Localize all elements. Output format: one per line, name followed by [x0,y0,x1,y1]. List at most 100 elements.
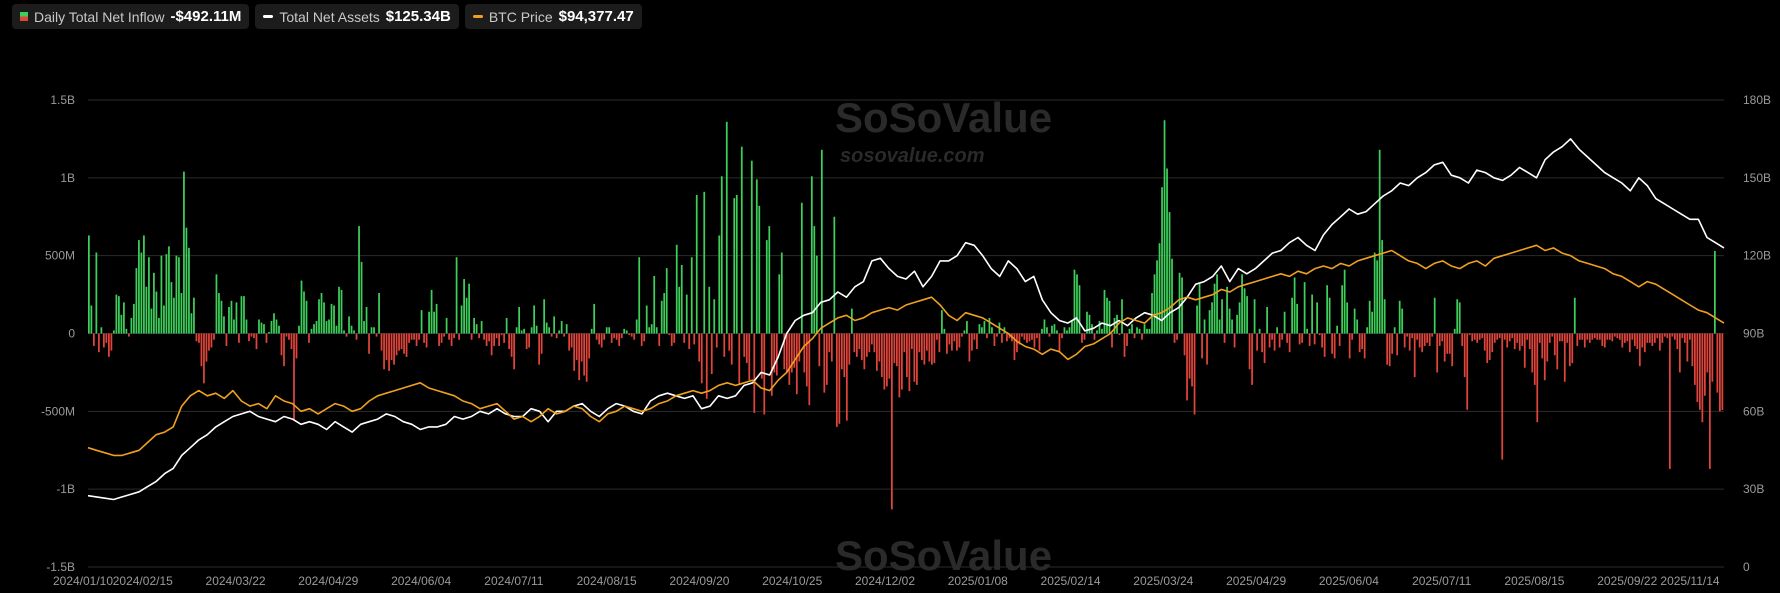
inflow-bar [1638,333,1641,367]
inflow-bar [515,327,518,334]
inflow-bar [1281,333,1283,340]
inflow-bar [103,333,105,348]
inflow-bar [923,333,926,365]
inflow-bar [533,305,536,334]
inflow-bar [1381,240,1384,334]
inflow-bar [698,333,701,362]
inflow-bar [375,333,378,337]
inflow-bar [663,293,666,334]
inflow-bar [780,252,783,334]
inflow-bar [593,303,596,334]
inflow-bar [843,333,846,378]
inflow-bar [153,272,155,334]
inflow-bar [1533,333,1536,385]
inflow-bar [1563,333,1566,382]
inflow-bar [1133,333,1136,339]
total-net-assets-line [87,138,1725,501]
inflow-bar [1376,260,1379,334]
inflow-bar [1251,333,1253,385]
inflow-bar [1078,285,1081,334]
inflow-bar [600,333,603,348]
inflow-bar [885,333,888,387]
inflow-bar [1143,324,1146,334]
x-tick-label: 2025/03/24 [1133,574,1193,588]
inflow-bar [1573,297,1576,334]
inflow-bar [1108,300,1111,334]
legend-assets[interactable]: Total Net Assets $125.34B [255,4,459,29]
inflow-bar [1313,333,1316,345]
inflow-bar [368,333,370,354]
inflow-bar [173,297,175,334]
inflow-bar [643,333,646,342]
inflow-bar [658,333,661,346]
legend-inflow[interactable]: Daily Total Net Inflow -$492.11M [12,4,250,29]
inflow-bar [755,179,758,334]
inflow-bar [95,252,98,334]
inflow-bar [1098,321,1101,334]
inflow-bar [218,293,220,334]
inflow-bar [133,303,135,334]
inflow-bar [258,319,260,334]
inflow-bar [1021,333,1023,337]
inflow-bar [1288,333,1291,353]
inflow-bar [328,319,330,334]
inflow-bar [1603,333,1606,348]
inflow-bar [288,333,290,340]
inflow-bar [305,300,308,334]
inflow-bar [890,333,893,510]
inflow-bar [685,294,688,334]
inflow-bar [180,293,183,334]
inflow-bar [583,333,586,376]
inflow-bar [1408,333,1411,351]
inflow-bar [645,305,648,334]
inflow-bar [505,317,508,334]
inflow-bar [135,268,138,334]
inflow-bar [1391,333,1394,354]
legend-btc-value: $94,377.47 [558,8,634,25]
inflow-bar [403,333,405,354]
inflow-bar [443,333,445,337]
inflow-bar [425,333,428,348]
legend-btc[interactable]: BTC Price $94,377.47 [464,4,642,29]
inflow-bar [568,333,571,351]
inflow-bar [1146,328,1148,334]
inflow-bar [715,333,718,348]
inflow-bar [145,286,148,334]
inflow-bar [238,333,240,343]
inflow-bar [1618,333,1621,340]
inflow-bar [1523,333,1526,368]
inflow-bar [1588,333,1591,343]
inflow-bar [1398,300,1401,334]
inflow-bar [200,333,203,367]
inflow-bar [690,257,693,334]
inflow-bar [553,316,556,334]
inflow-bar [360,261,363,334]
inflow-bar [981,327,983,334]
inflow-bar [358,226,360,334]
inflow-bar [1233,333,1236,348]
y-right-tick-label: 0 [1743,560,1750,574]
inflow-bar [435,303,438,334]
inflow-bar [1561,333,1564,342]
x-tick-label: 2024/12/02 [855,574,915,588]
inflow-bar [1713,251,1716,334]
inflow-bar [828,333,831,353]
inflow-bar [293,333,295,421]
inflow-bar [558,330,561,334]
inflow-bar [1043,319,1046,334]
inflow-bar [1516,333,1519,343]
inflow-bar [1263,333,1266,364]
inflow-bar [1103,289,1106,334]
inflow-bar [1363,333,1366,359]
inflow-bar [1063,327,1066,334]
x-tick-label: 2024/09/20 [669,574,729,588]
inflow-bar [1051,325,1053,334]
legend-assets-value: $125.34B [385,8,451,25]
legend-inflow-label: Daily Total Net Inflow [34,8,165,25]
inflow-bar [728,333,731,351]
inflow-bar [245,319,248,334]
inflow-bar [1246,296,1248,334]
legend-assets-label: Total Net Assets [279,8,380,25]
inflow-bar [703,191,706,334]
